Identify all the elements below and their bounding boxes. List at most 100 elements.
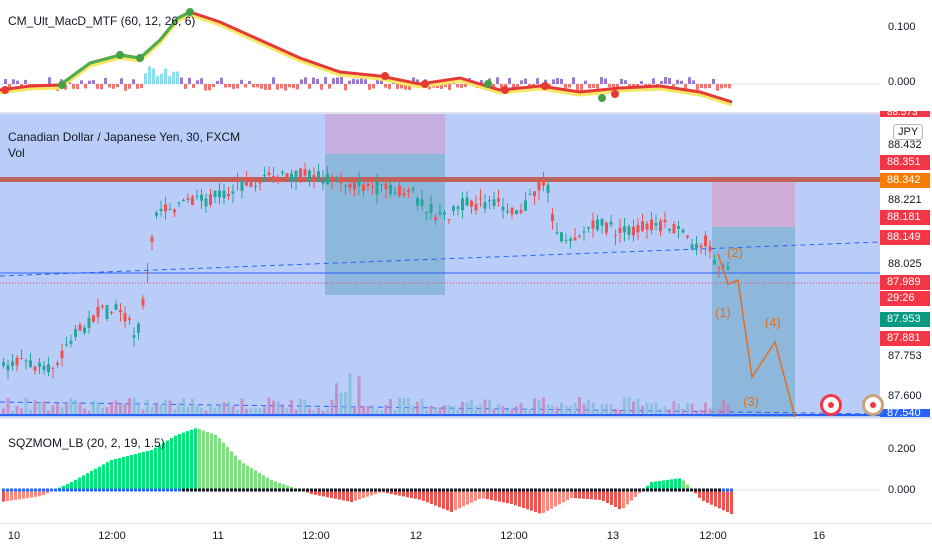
macd-histogram-bar bbox=[516, 84, 519, 89]
volume-bar bbox=[519, 403, 523, 414]
candle bbox=[348, 183, 352, 188]
macd-histogram-bar bbox=[448, 84, 451, 90]
momentum-bar bbox=[134, 454, 137, 490]
squeeze-dot bbox=[434, 488, 437, 492]
time-axis-border bbox=[0, 523, 932, 524]
macd-cross-dot bbox=[1, 86, 9, 94]
price-pane[interactable]: Canadian Dollar / Japanese Yen, 30, FXCM… bbox=[0, 114, 932, 417]
wave-label-3[interactable]: (3) bbox=[743, 394, 759, 409]
candle bbox=[74, 329, 77, 337]
momentum-bar bbox=[666, 479, 669, 490]
candle bbox=[515, 210, 518, 215]
price-tag-87989: 87.989 bbox=[880, 275, 930, 290]
macd-histogram-bar bbox=[536, 78, 539, 84]
squeeze-dot bbox=[730, 488, 733, 492]
volume-bar bbox=[452, 406, 455, 414]
candle bbox=[308, 170, 311, 182]
sqzmom-pane[interactable]: SQZMOM_LB (20, 2, 19, 1.5) bbox=[0, 419, 932, 523]
volume-bar bbox=[434, 407, 437, 414]
momentum-bar bbox=[582, 490, 585, 499]
macd-histogram-bar bbox=[496, 77, 499, 84]
candle bbox=[128, 318, 131, 320]
momentum-bar bbox=[190, 429, 193, 490]
squeeze-dot bbox=[114, 488, 117, 492]
candle bbox=[560, 232, 563, 242]
candle bbox=[524, 200, 527, 211]
squeeze-dot bbox=[166, 488, 169, 492]
squeeze-dot bbox=[338, 488, 341, 492]
volume-bar bbox=[704, 402, 707, 414]
momentum-bar bbox=[326, 490, 329, 498]
momentum-bar bbox=[702, 490, 705, 501]
candle bbox=[474, 203, 478, 211]
squeeze-dot bbox=[70, 488, 73, 492]
volume-bar bbox=[645, 402, 649, 414]
event-marker-icon[interactable] bbox=[862, 394, 884, 416]
candle bbox=[254, 185, 257, 187]
volume-bar bbox=[344, 392, 347, 414]
volume-bar bbox=[456, 409, 460, 414]
wave-label-4[interactable]: (4) bbox=[765, 315, 781, 330]
volume-label[interactable]: Vol bbox=[8, 146, 25, 160]
squeeze-dot bbox=[446, 488, 449, 492]
volume-bar bbox=[123, 403, 127, 414]
macd-pane[interactable]: CM_Ult_MacD_MTF (60, 12, 26, 6) 0.100 0.… bbox=[0, 0, 932, 112]
currency-button[interactable]: JPY bbox=[893, 124, 924, 140]
squeeze-dot bbox=[706, 488, 709, 492]
candle bbox=[717, 267, 721, 269]
squeeze-dot bbox=[342, 488, 345, 492]
wave-label-2[interactable]: (2) bbox=[727, 245, 743, 260]
candle bbox=[366, 183, 370, 186]
volume-bar bbox=[690, 403, 694, 414]
macd-plot[interactable] bbox=[0, 0, 880, 112]
momentum-bar bbox=[658, 480, 661, 490]
wave-label-1[interactable]: (1) bbox=[715, 305, 731, 320]
macd-indicator-title[interactable]: CM_Ult_MacD_MTF (60, 12, 26, 6) bbox=[8, 14, 196, 28]
squeeze-dot bbox=[466, 488, 469, 492]
squeeze-dot bbox=[442, 488, 445, 492]
squeeze-dot bbox=[490, 488, 493, 492]
squeeze-dot bbox=[94, 488, 97, 492]
candle bbox=[168, 208, 172, 210]
sqzmom-plot[interactable] bbox=[0, 419, 880, 523]
momentum-bar bbox=[426, 490, 429, 503]
squeeze-dot bbox=[522, 488, 525, 492]
pane-separator[interactable] bbox=[0, 112, 932, 114]
macd-histogram-bar bbox=[180, 77, 183, 84]
candle bbox=[465, 197, 469, 206]
candle bbox=[281, 171, 284, 173]
momentum-bar bbox=[726, 490, 729, 513]
squeeze-dot bbox=[682, 488, 685, 492]
squeeze-dot bbox=[134, 488, 137, 492]
momentum-bar bbox=[502, 490, 505, 503]
squeeze-dot bbox=[270, 488, 273, 492]
short-position-stop-zone bbox=[712, 177, 795, 227]
macd-histogram-bar bbox=[12, 79, 15, 84]
candle bbox=[686, 235, 689, 238]
symbol-title[interactable]: Canadian Dollar / Japanese Yen, 30, FXCM bbox=[8, 130, 241, 144]
squeeze-dot bbox=[382, 488, 385, 492]
momentum-bar bbox=[474, 490, 477, 501]
squeeze-dot bbox=[10, 488, 13, 492]
macd-histogram-bar bbox=[388, 84, 391, 90]
price-tag-88181: 88.181 bbox=[880, 210, 930, 225]
candle bbox=[114, 304, 118, 310]
squeeze-dot bbox=[390, 488, 393, 492]
macd-cross-dot bbox=[611, 90, 619, 98]
squeeze-dot bbox=[470, 488, 473, 492]
candle bbox=[123, 313, 127, 322]
price-chart[interactable] bbox=[0, 114, 880, 417]
sqzmom-indicator-title[interactable]: SQZMOM_LB (20, 2, 19, 1.5) bbox=[8, 436, 165, 450]
macd-tick-0: 0.100 bbox=[888, 21, 916, 33]
pane-separator[interactable] bbox=[0, 417, 932, 419]
candle bbox=[672, 224, 676, 234]
volume-bar bbox=[155, 402, 158, 414]
candle bbox=[488, 200, 491, 202]
squeeze-dot bbox=[50, 488, 53, 492]
macd-histogram-bar bbox=[276, 84, 279, 90]
macd-histogram-bar bbox=[408, 84, 411, 90]
event-marker-icon[interactable] bbox=[820, 394, 842, 416]
candle bbox=[38, 362, 41, 367]
candle bbox=[456, 206, 460, 209]
candle bbox=[222, 190, 226, 198]
